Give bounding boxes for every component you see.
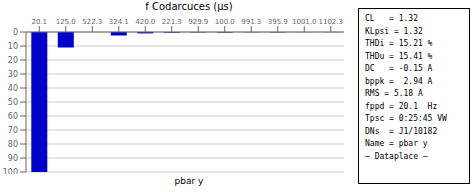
html-text:THDi = 15.21 %: THDi = 15.21 % (365, 39, 433, 48)
svg-text:929.9: 929.9 (188, 18, 208, 26)
svg-text:90: 90 (8, 154, 18, 163)
svg-text:522.3: 522.3 (82, 18, 102, 26)
svg-text:60: 60 (8, 112, 18, 121)
svg-text:395.9: 395.9 (268, 18, 288, 26)
html-text:RMS = 5.18 A: RMS = 5.18 A (365, 89, 423, 98)
svg-text:125.0: 125.0 (56, 18, 76, 26)
html-text:KLpsi = 1.32: KLpsi = 1.32 (365, 26, 423, 36)
svg-text:30: 30 (8, 70, 18, 79)
html-text:fppd = 20.1 Hz: fppd = 20.1 Hz (365, 101, 438, 111)
svg-text:100.0: 100.0 (215, 18, 235, 26)
html-text:THDu = 15.41 %: THDu = 15.41 % (365, 51, 433, 61)
html-text:CL = 1.32: CL = 1.32 (365, 14, 418, 23)
svg-text:221.3: 221.3 (162, 18, 182, 26)
svg-text:420.0: 420.0 (135, 18, 155, 26)
html-text:Name = pbar y: Name = pbar y (365, 139, 428, 148)
html-text:DC = -0.15 A: DC = -0.15 A (365, 64, 433, 73)
svg-text:1001.0: 1001.0 (292, 18, 317, 26)
svg-text:20.1: 20.1 (31, 18, 47, 26)
html-text:f Codarcuces (μs): f Codarcuces (μs) (145, 1, 233, 12)
svg-text:100: 100 (3, 168, 18, 174)
svg-text:10: 10 (8, 42, 18, 51)
svg-text:991.3: 991.3 (241, 18, 261, 26)
html-text:bppk = 2.94 A: bppk = 2.94 A (365, 76, 433, 86)
svg-text:1102.3: 1102.3 (319, 18, 344, 26)
html-text:DNs = J1/10182: DNs = J1/10182 (365, 126, 438, 136)
svg-text:80: 80 (8, 140, 18, 149)
svg-text:324.1: 324.1 (109, 18, 129, 26)
html-text:— Dataplace —: — Dataplace — (365, 151, 428, 161)
svg-text:50: 50 (8, 98, 18, 107)
svg-text:20: 20 (8, 56, 18, 65)
html-text:Tpsc = 0:25:45 VW: Tpsc = 0:25:45 VW (365, 114, 447, 123)
svg-text:70: 70 (8, 126, 18, 135)
html-text:pbar y: pbar y (174, 176, 204, 186)
svg-text:40: 40 (8, 84, 18, 93)
svg-text:0: 0 (13, 28, 18, 37)
